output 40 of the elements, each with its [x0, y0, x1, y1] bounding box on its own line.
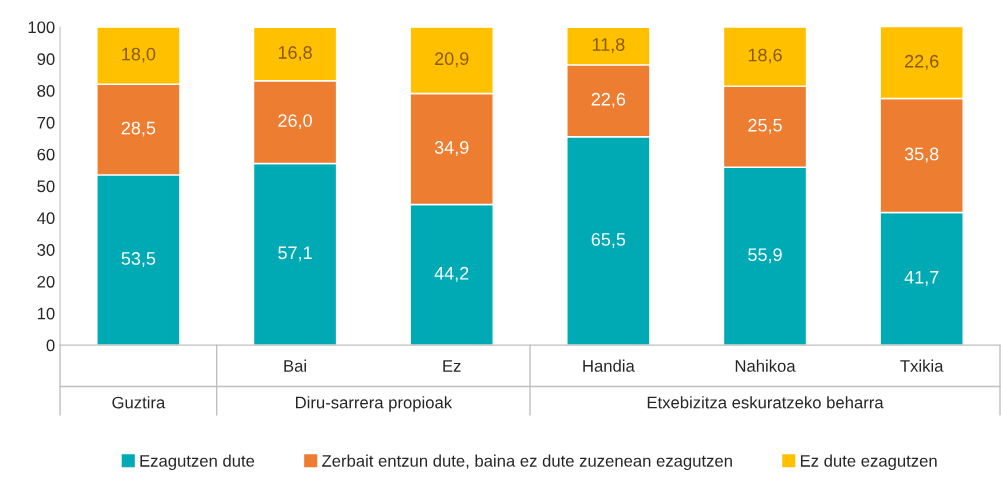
data-label: 22,6: [591, 92, 626, 108]
legend-label: Ezagutzen dute: [140, 454, 255, 471]
data-label: 55,9: [748, 248, 782, 264]
data-label: 18,6: [748, 48, 782, 64]
data-label: 18,0: [122, 47, 156, 63]
y-tick-label: 0: [46, 339, 55, 352]
text: Diru-sarrera propioak: [296, 396, 453, 412]
data-label: 35,8: [904, 147, 939, 163]
x-tick-label: Handia: [583, 359, 635, 372]
y-tick-label: 30: [37, 244, 55, 256]
data-label: 26,0: [278, 114, 312, 130]
data-label: 22,6: [905, 54, 939, 70]
y-tick-label: 40: [37, 212, 55, 225]
x-tick-label: Bai: [284, 359, 306, 372]
x-tick-label: Ez: [443, 360, 461, 372]
legend-label: Ez dute ezagutzen: [800, 454, 937, 471]
x-tick-label: Txikia: [900, 359, 944, 372]
data-label: 41,7: [904, 271, 939, 286]
data-label: 25,5: [748, 118, 782, 134]
data-label: 53,5: [121, 252, 156, 267]
y-tick-label: 80: [37, 85, 55, 97]
y-tick-label: 10: [37, 307, 55, 320]
text: Etxebizitza eskuratzeko beharra: [647, 396, 884, 409]
y-tick-label: 60: [37, 148, 55, 161]
data-label: 11,8: [592, 38, 625, 54]
y-tick-label: 70: [37, 116, 55, 129]
text: Guztira: [112, 396, 166, 409]
y-tick-label: 20: [37, 275, 55, 288]
data-label: 57,1: [278, 246, 312, 262]
data-label: 34,9: [434, 141, 469, 156]
data-label: 44,2: [434, 266, 469, 282]
y-tick-label: 50: [37, 180, 55, 193]
x-tick-label: Nahikoa: [735, 359, 796, 372]
data-label: 28,5: [121, 121, 156, 137]
legend-label: Zerbait entzun dute, baina ez dute zuzenean ezagutzen: [322, 454, 732, 471]
data-label: 16,8: [278, 46, 312, 62]
data-label: 65,5: [591, 232, 626, 248]
y-tick-label: 100: [28, 21, 55, 34]
data-label: 20,9: [435, 52, 469, 68]
y-tick-label: 90: [37, 53, 55, 66]
